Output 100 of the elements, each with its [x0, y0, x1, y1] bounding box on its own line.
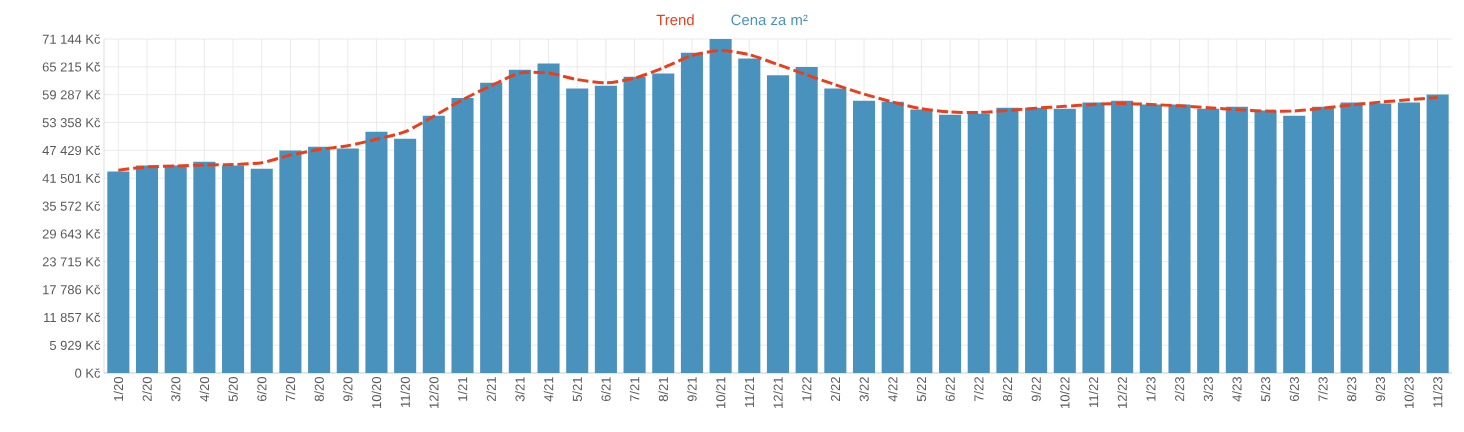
y-tick-label: 17 786 Kč [43, 284, 101, 295]
x-tick-label: 7/22 [973, 377, 984, 402]
y-tick-label: 59 287 Kč [42, 89, 101, 100]
y-tick-label: 53 358 Kč [42, 117, 101, 128]
bar [709, 38, 732, 373]
bar [508, 69, 531, 373]
x-tick-label: 11/20 [400, 377, 410, 407]
y-tick-label: 35 572 Kč [42, 201, 101, 211]
bar [967, 113, 990, 373]
x-tick-label: 10/23 [1404, 377, 1414, 408]
bar [422, 115, 445, 373]
bar [1225, 106, 1248, 373]
x-tick-label: 2/21 [486, 377, 496, 402]
bar [1397, 102, 1420, 373]
x-tick-label: 9/22 [1031, 377, 1041, 402]
bar [1053, 108, 1076, 373]
bar [738, 58, 761, 373]
x-tick-label: 6/23 [1289, 377, 1299, 402]
bar [795, 66, 818, 373]
bar [1139, 104, 1162, 373]
y-tick-label: 11 857 Kč [44, 312, 101, 323]
bar [336, 148, 359, 373]
bar [164, 165, 187, 373]
bar [939, 114, 962, 373]
bar [1197, 108, 1220, 373]
bar [996, 107, 1019, 373]
x-tick-label: 4/20 [199, 377, 210, 402]
x-tick-label: 10/22 [1060, 377, 1070, 408]
bar [1111, 100, 1134, 373]
series-label: Trend [656, 14, 694, 26]
x-tick-label: 1/22 [801, 377, 812, 401]
series-label: Cena za m² [731, 14, 808, 26]
x-tick-label: 9/23 [1375, 377, 1386, 402]
x-tick-label: 9/20 [343, 377, 353, 402]
x-tick-label: 3/21 [515, 377, 525, 402]
y-tick-label: 41 501 Kč [42, 173, 101, 183]
bar [193, 161, 216, 373]
x-tick-label: 2/22 [830, 377, 841, 402]
x-tick-label: 3/23 [1203, 377, 1213, 402]
x-tick-label: 5/21 [572, 377, 582, 402]
x-tick-label: 1/21 [457, 377, 468, 401]
x-tick-label: 5/20 [228, 377, 238, 402]
x-tick-label: 11/22 [1088, 377, 1099, 407]
x-tick-label: 12/20 [429, 377, 439, 408]
bar [910, 109, 933, 373]
bar [766, 75, 790, 373]
x-tick-label: 8/21 [658, 377, 669, 402]
x-tick-label: 10/21 [715, 377, 726, 408]
y-tick-label: 65 215 Kč [42, 62, 101, 72]
bar [451, 97, 474, 373]
x-tick-label: 8/20 [314, 377, 324, 402]
x-tick-label: 3/22 [859, 377, 869, 402]
bar [394, 138, 417, 373]
x-tick-label: 2/20 [142, 377, 152, 402]
x-tick-label: 11/23 [1432, 377, 1443, 407]
x-tick-label: 1/20 [113, 377, 124, 401]
x-tick-label: 1/23 [1146, 377, 1156, 401]
bar [566, 88, 589, 373]
x-tick-label: 7/21 [629, 377, 640, 402]
x-tick-label: 4/23 [1232, 377, 1242, 402]
bar [1254, 110, 1277, 373]
bar [222, 165, 245, 373]
x-tick-label: 6/22 [945, 377, 955, 402]
bar [250, 168, 273, 373]
bar [623, 76, 646, 373]
bar [135, 165, 159, 373]
bar [594, 85, 617, 373]
bar [537, 63, 560, 373]
x-tick-label: 12/22 [1117, 377, 1127, 408]
x-tick-label: 8/23 [1346, 377, 1357, 402]
bar [1168, 104, 1191, 373]
y-tick-label: 71 144 Kč [42, 34, 101, 44]
x-tick-label: 12/21 [773, 377, 783, 408]
bar [1369, 103, 1392, 373]
bar [480, 82, 503, 373]
bar [1311, 106, 1334, 373]
bar [852, 100, 876, 373]
bar [308, 146, 331, 373]
x-tick-label: 8/22 [1002, 377, 1013, 402]
bar [1082, 102, 1105, 373]
x-tick-label: 3/20 [170, 377, 181, 402]
x-tick-label: 6/21 [601, 377, 611, 402]
bar [1426, 94, 1449, 373]
y-tick-label: 5 929 Kč [49, 340, 101, 350]
x-tick-label: 5/22 [916, 377, 927, 402]
x-tick-label: 9/21 [687, 377, 697, 402]
x-tick-label: 4/21 [543, 377, 554, 402]
bar [107, 171, 130, 373]
y-tick-label: 0 Kč [75, 368, 101, 378]
x-tick-label: 10/20 [371, 377, 382, 408]
bar [1340, 102, 1363, 373]
x-tick-label: 4/22 [887, 377, 898, 402]
x-tick-label: 5/23 [1260, 377, 1271, 402]
bar [680, 52, 703, 373]
y-tick-label: 29 643 Kč [42, 229, 101, 239]
bar [652, 73, 675, 373]
x-tick-label: 11/21 [744, 377, 755, 407]
x-tick-label: 7/20 [285, 377, 296, 402]
bar [279, 150, 302, 373]
bar [881, 101, 904, 373]
